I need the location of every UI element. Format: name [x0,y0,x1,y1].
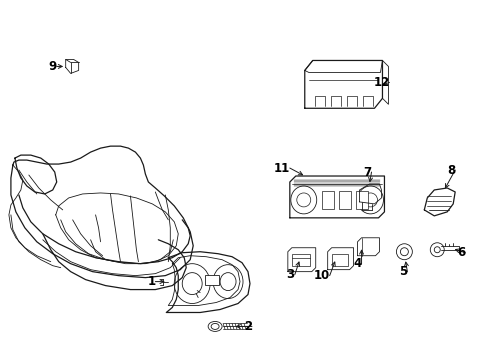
Text: 4: 4 [352,257,361,270]
Bar [321,191,333,209]
Ellipse shape [220,273,236,291]
Text: 5: 5 [398,265,407,278]
Ellipse shape [400,248,407,256]
Text: 1: 1 [147,275,155,288]
Bar [205,275,219,285]
Bar [338,191,350,209]
Text: 2: 2 [244,320,251,333]
Ellipse shape [363,193,377,207]
Text: 3: 3 [286,268,294,281]
Ellipse shape [433,247,439,253]
Ellipse shape [208,321,222,332]
Ellipse shape [174,264,210,303]
Text: 11: 11 [273,162,289,175]
Text: 12: 12 [372,76,388,89]
Bar [291,254,309,266]
Text: 7: 7 [363,166,371,179]
Ellipse shape [429,243,443,257]
Ellipse shape [396,244,411,260]
Bar [331,254,347,266]
Ellipse shape [290,186,316,214]
Ellipse shape [213,265,243,298]
Text: 9: 9 [48,60,57,73]
Ellipse shape [296,193,310,207]
Ellipse shape [182,273,202,294]
Bar [355,191,367,209]
Text: 6: 6 [456,246,464,259]
Text: 8: 8 [446,163,454,176]
Text: 10: 10 [313,269,329,282]
Ellipse shape [211,323,219,329]
Ellipse shape [357,186,383,214]
